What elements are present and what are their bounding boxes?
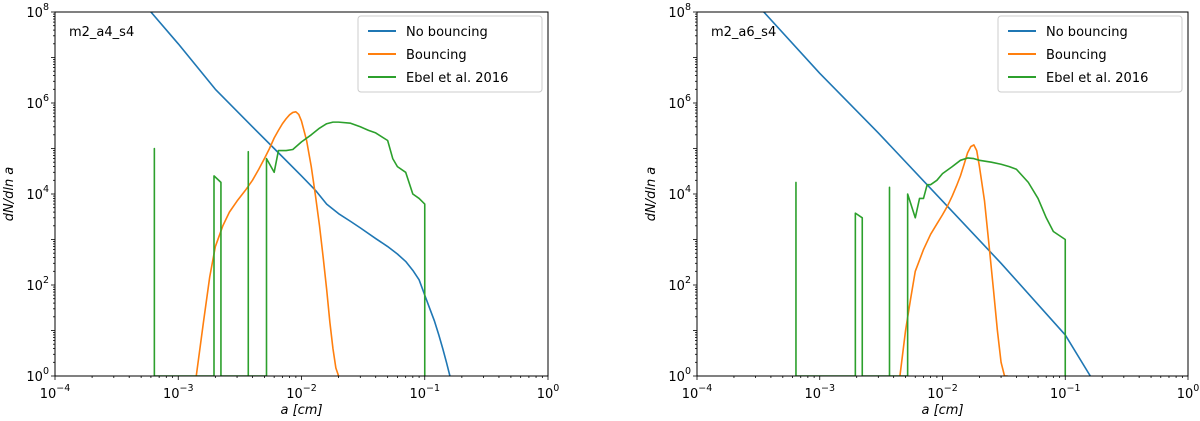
- y-tick-label: 106: [668, 93, 691, 112]
- x-tick-label: 10−4: [40, 383, 71, 402]
- legend-entry: No bouncing: [406, 25, 488, 40]
- y-axis-label: dN/dln a: [2, 167, 17, 222]
- y-tick-label: 104: [668, 184, 691, 203]
- legend-entry: Ebel et al. 2016: [1046, 71, 1148, 86]
- chart-panel-1: 10−4 10−3 10−2 10−1 100 100 102 104 106 108 a [cm]…: [2, 2, 559, 418]
- y-tick-label: 102: [668, 275, 691, 294]
- legend-entry: No bouncing: [1046, 25, 1128, 40]
- x-tick-label: 10−2: [927, 383, 958, 402]
- x-axis-label: a [cm]: [280, 403, 322, 418]
- panel-annotation: m2_a6_s4: [711, 25, 776, 40]
- y-tick-label: 104: [26, 184, 49, 203]
- y-tick-label: 108: [26, 2, 49, 21]
- series-line-3: [153, 121, 426, 376]
- y-tick-label: 106: [26, 93, 49, 112]
- series-group: [763, 12, 1091, 376]
- x-tick-label: 10−3: [804, 383, 835, 402]
- legend-entry: Bouncing: [1046, 48, 1107, 63]
- y-tick-label: 100: [668, 366, 691, 385]
- legend-entry: Ebel et al. 2016: [406, 71, 508, 86]
- chart-panel-2: 10−4 10−3 10−2 10−1 100 100 102 104 106 108 a [cm]…: [644, 2, 1199, 418]
- x-tick-label: 10−3: [163, 383, 194, 402]
- legend-box: [997, 15, 1183, 93]
- y-tick-label: 108: [668, 2, 691, 21]
- y-axis-label: dN/dln a: [644, 167, 659, 222]
- series-group: [150, 12, 451, 376]
- x-tick-label: 10−4: [682, 383, 713, 402]
- series-line-2: [899, 144, 1008, 376]
- y-tick-label: 102: [26, 275, 49, 294]
- x-tick-label: 100: [537, 383, 560, 402]
- series-line-3: [795, 157, 1067, 376]
- y-tick-label: 100: [26, 366, 49, 385]
- series-line-2: [195, 111, 340, 376]
- legend: No bouncing Bouncing Ebel et al. 2016: [997, 15, 1183, 93]
- legend-box: [357, 15, 543, 93]
- x-tick-label: 10−1: [1050, 383, 1081, 402]
- legend: No bouncing Bouncing Ebel et al. 2016: [357, 15, 543, 93]
- legend-entry: Bouncing: [406, 48, 467, 63]
- panel-annotation: m2_a4_s4: [69, 25, 134, 40]
- x-axis-label: a [cm]: [921, 403, 963, 418]
- x-tick-label: 10−2: [286, 383, 317, 402]
- x-tick-label: 10−1: [409, 383, 440, 402]
- x-tick-label: 100: [1177, 383, 1200, 402]
